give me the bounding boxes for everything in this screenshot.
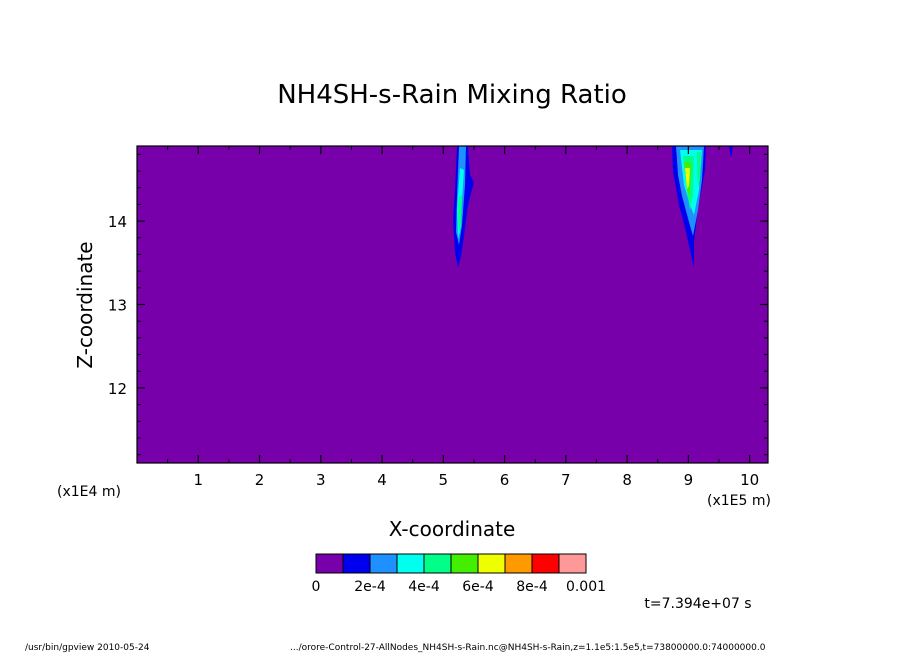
x-tick-label: 5 (439, 471, 449, 489)
colorbar-label: 4e-4 (408, 579, 440, 595)
colorbar-swatch (423, 553, 452, 574)
colorbar-label: 2e-4 (354, 579, 386, 595)
x-tick-label: 7 (561, 471, 571, 489)
colorbar-swatch (396, 553, 425, 574)
colorbar-swatch (342, 553, 371, 574)
colorbar-swatch (369, 553, 398, 574)
colorbar-swatch (477, 553, 506, 574)
footer-left: /usr/bin/gpview 2010-05-24 (25, 643, 150, 653)
x-tick-label: 10 (740, 471, 759, 489)
rain-feature-1 (453, 146, 474, 268)
rain-feature-2 (672, 146, 733, 268)
colorbar-label: 6e-4 (462, 579, 494, 595)
x-unit-label: (x1E4 m) (57, 484, 121, 500)
colorbar-swatch (504, 553, 533, 574)
x-unit-label-2: (x1E5 m) (707, 493, 771, 509)
colorbar-label: 0 (312, 579, 321, 595)
x-tick-label: 6 (500, 471, 510, 489)
colorbar-swatch (315, 553, 344, 574)
y-tick-label: 13 (108, 297, 127, 315)
y-axis-label: Z-coordinate (73, 241, 97, 368)
colorbar-swatch (450, 553, 479, 574)
y-tick-label: 14 (108, 213, 127, 231)
colorbar (315, 553, 587, 574)
colorbar-label: 8e-4 (516, 579, 548, 595)
x-axis: 1 2 3 4 5 6 7 8 9 10 (167, 146, 759, 489)
x-tick-label: 2 (255, 471, 265, 489)
colorbar-label: 0.001 (566, 579, 606, 595)
time-label: t=7.394e+07 s (644, 596, 751, 612)
colorbar-swatch (558, 553, 587, 574)
x-tick-label: 8 (622, 471, 632, 489)
chart-title: NH4SH-s-Rain Mixing Ratio (277, 80, 627, 110)
colorbar-labels: 0 2e-4 4e-4 6e-4 8e-4 0.001 (312, 579, 607, 595)
footer-right: .../orore-Control-27-AllNodes_NH4SH-s-Ra… (290, 643, 766, 653)
x-tick-label: 3 (316, 471, 326, 489)
x-tick-label: 4 (377, 471, 387, 489)
x-tick-label: 9 (684, 471, 694, 489)
x-tick-label: 1 (193, 471, 203, 489)
colorbar-swatch (531, 553, 560, 574)
y-axis: 12 13 14 (108, 153, 768, 456)
plot-background (137, 146, 768, 463)
y-tick-label: 12 (108, 380, 127, 398)
x-axis-label: X-coordinate (389, 517, 516, 541)
